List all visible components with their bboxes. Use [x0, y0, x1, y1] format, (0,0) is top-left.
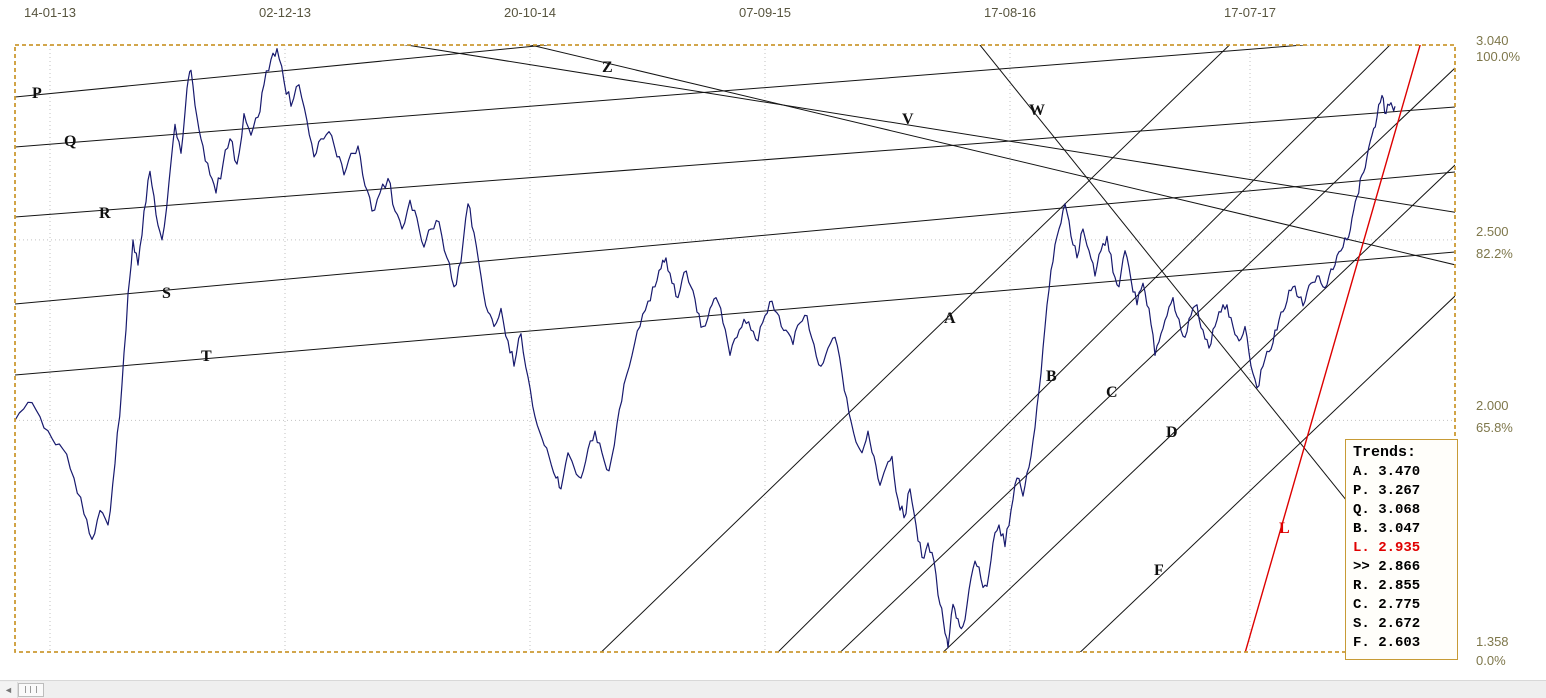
fib-percent-label: 65.8%: [1476, 420, 1513, 435]
legend-row-current-price: >> 2.866: [1353, 559, 1421, 575]
date-label: 17-07-17: [1223, 5, 1277, 20]
legend-row-B: B. 3.047: [1353, 521, 1421, 537]
price-level-label: 2.000: [1476, 398, 1509, 413]
trendline-label-L: L: [1279, 520, 1290, 537]
trendline-label-B: B: [1046, 368, 1057, 385]
trendline-label-T: T: [201, 348, 212, 365]
date-label: 20-10-14: [503, 5, 557, 20]
trendline-label-S: S: [162, 285, 171, 302]
legend-row-P: P. 3.267: [1353, 483, 1421, 499]
date-label: 17-08-16: [983, 5, 1037, 20]
legend-row-L: L. 2.935: [1353, 540, 1421, 556]
legend-row-F: F. 2.603: [1353, 635, 1421, 651]
trendline-label-A: A: [944, 310, 956, 327]
legend-row-A: A. 3.470: [1353, 464, 1421, 480]
price-level-label: 2.500: [1476, 224, 1509, 239]
fib-percent-label: 100.0%: [1476, 49, 1521, 64]
trends-legend: Trends: A. 3.470 P. 3.267 Q. 3.068 B. 3.047…: [1345, 439, 1458, 660]
trend-lines[interactable]: [15, 0, 1460, 663]
legend-title: Trends:: [1353, 444, 1417, 461]
date-label: 07-09-15: [738, 5, 792, 20]
fib-percent-label: 82.2%: [1476, 246, 1513, 261]
legend-rows: A. 3.470 P. 3.267 Q. 3.068 B. 3.047 L. 2.935…: [1353, 463, 1457, 653]
trendline-label-W: W: [1029, 102, 1045, 119]
trendline-label-Q: Q: [64, 133, 77, 150]
price-level-label: 1.358: [1476, 634, 1509, 649]
chart-border: [14, 44, 1456, 653]
trendline-label-V: V: [902, 111, 914, 128]
date-label: 14-01-13: [23, 5, 77, 20]
fib-percent-label: 0.0%: [1476, 653, 1506, 668]
trendline-label-D: D: [1166, 424, 1178, 441]
trendline-label-R: R: [99, 205, 111, 222]
scrollbar-thumb[interactable]: [18, 683, 44, 697]
grid-lines: [15, 45, 1455, 652]
trendline-label-P: P: [32, 85, 42, 102]
trendline-label-Z: Z: [602, 59, 613, 76]
price-level-label: 3.040: [1476, 33, 1509, 48]
trendline-label-F: F: [1154, 562, 1164, 579]
legend-row-Q: Q. 3.068: [1353, 502, 1421, 518]
trendline-label-C: C: [1106, 384, 1118, 401]
legend-row-C: C. 2.775: [1353, 597, 1421, 613]
scrollbar-grip-icon: [25, 686, 37, 693]
date-label: 02-12-13: [258, 5, 312, 20]
price-series-line: [15, 47, 1396, 649]
scroll-left-icon[interactable]: ◄: [0, 682, 18, 698]
legend-row-R: R. 2.855: [1353, 578, 1421, 594]
legend-row-S: S. 2.672: [1353, 616, 1421, 632]
horizontal-scrollbar[interactable]: ◄: [0, 680, 1546, 698]
